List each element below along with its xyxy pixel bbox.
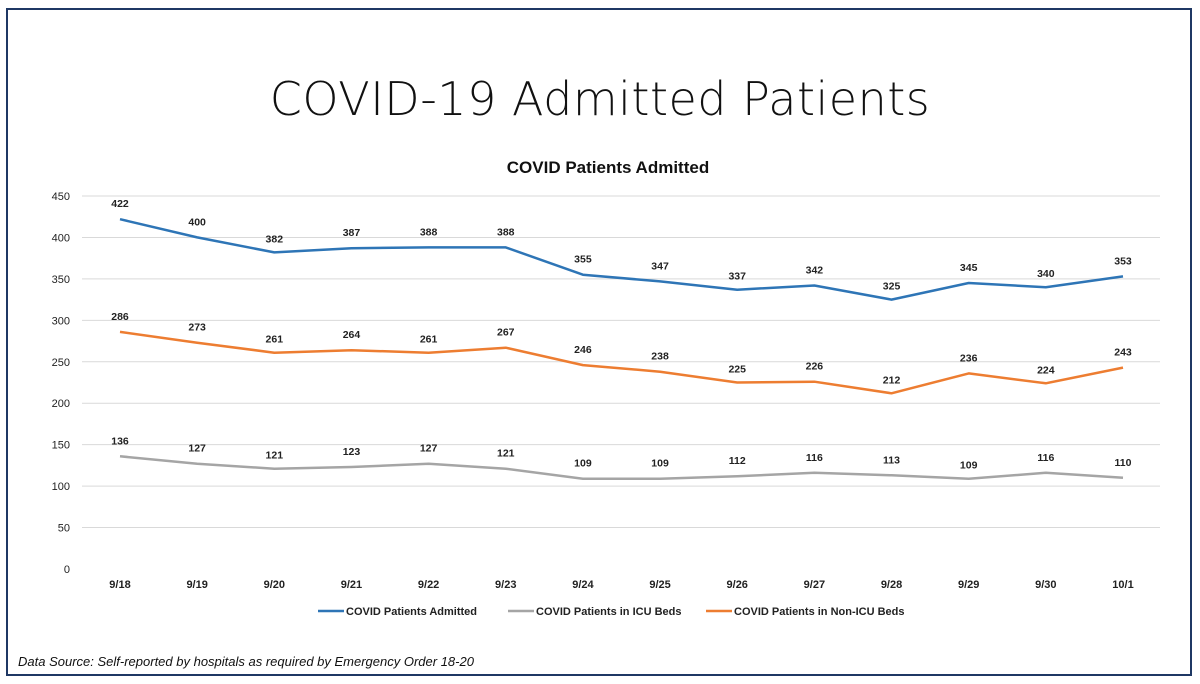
series-line [119,330,1124,395]
data-label: 400 [188,216,206,228]
data-label: 123 [343,446,361,458]
x-tick-label: 10/1 [1112,579,1133,591]
data-label: 238 [651,351,669,363]
x-tick-label: 9/29 [958,579,979,591]
data-label: 243 [1114,347,1132,359]
data-label: 110 [1115,457,1132,469]
data-label: 325 [883,281,901,293]
data-label: 109 [651,458,669,470]
data-label: 342 [806,265,824,277]
data-label: 112 [729,455,746,467]
legend-label: COVID Patients in ICU Beds [536,606,681,618]
y-tick-label: 400 [52,232,70,244]
y-tick-label: 150 [52,440,70,452]
data-label: 382 [266,233,284,245]
data-label: 127 [420,443,438,455]
series-line [119,217,1124,301]
y-tick-label: 50 [58,523,70,535]
x-tick-label: 9/28 [881,579,902,591]
data-label: 136 [111,435,129,447]
x-tick-label: 9/26 [727,579,748,591]
data-label: 388 [497,226,515,238]
data-label: 116 [1037,452,1054,464]
x-tick-label: 9/21 [341,579,362,591]
data-label: 113 [883,454,900,466]
x-tick-label: 9/18 [109,579,130,591]
data-label: 246 [574,344,592,356]
y-tick-label: 350 [52,274,70,286]
x-tick-label: 9/24 [572,579,594,591]
data-label: 353 [1114,255,1132,267]
data-label: 261 [420,334,438,346]
data-label: 121 [497,448,515,460]
data-label: 121 [266,450,284,462]
data-label: 109 [574,458,592,470]
data-label: 225 [728,364,746,376]
data-label: 109 [960,460,978,472]
data-label: 345 [960,262,978,274]
data-label: 347 [651,260,669,272]
chart-title: COVID Patients Admitted [506,158,710,177]
data-label: 212 [883,374,901,386]
y-tick-label: 100 [52,481,70,493]
legend-label: COVID Patients Admitted [346,606,477,618]
data-label: 286 [111,311,129,323]
data-label: 273 [188,322,206,334]
x-tick-label: 9/27 [804,579,825,591]
data-label: 116 [806,452,823,464]
x-tick-label: 9/19 [186,579,207,591]
data-label: 422 [111,198,129,210]
data-label: 340 [1037,268,1055,280]
y-tick-label: 300 [52,315,70,327]
x-tick-label: 9/20 [264,579,285,591]
data-label: 388 [420,226,438,238]
y-tick-label: 250 [52,357,70,369]
data-label: 127 [188,443,206,455]
data-label: 261 [266,334,284,346]
data-label: 337 [728,271,746,283]
data-label: 264 [343,329,361,341]
slide-title: COVID-19 Admitted Patients [269,72,931,126]
y-tick-label: 200 [52,398,70,410]
data-label: 226 [806,361,824,373]
legend-label: COVID Patients in Non-ICU Beds [734,606,905,618]
data-source-note: Data Source: Self-reported by hospitals … [18,654,474,669]
data-label: 267 [497,327,515,339]
x-tick-label: 9/23 [495,579,516,591]
y-tick-label: 450 [52,191,70,203]
series-line [119,455,1124,480]
data-label: 224 [1037,364,1055,376]
x-tick-label: 9/22 [418,579,439,591]
data-label: 387 [343,227,361,239]
x-tick-label: 9/30 [1035,579,1056,591]
data-label: 355 [574,254,592,266]
x-tick-label: 9/25 [649,579,670,591]
data-label: 236 [960,352,978,364]
y-tick-label: 0 [64,564,70,576]
slide-frame [6,8,1192,676]
